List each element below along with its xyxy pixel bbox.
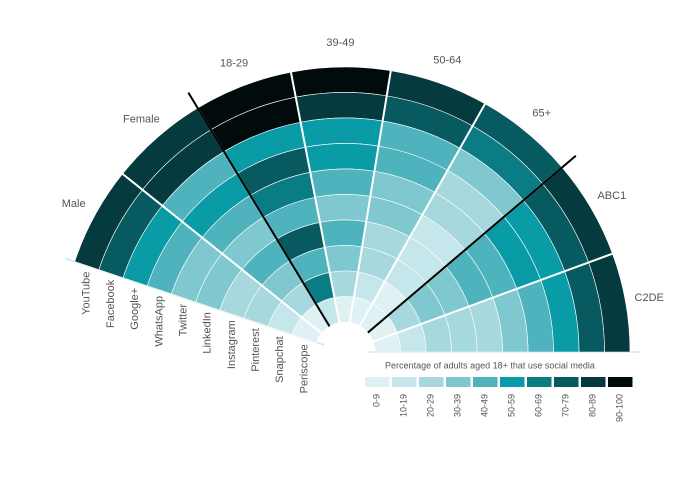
segment-label: ABC1: [597, 190, 626, 202]
legend-label: 60-69: [534, 394, 544, 417]
legend-swatch: [581, 377, 606, 387]
legend-label: 50-59: [507, 394, 517, 417]
ring-label: Facebook: [105, 279, 117, 328]
legend-label: 30-39: [453, 394, 463, 417]
segment-divider: [121, 173, 323, 335]
legend-label: 70-79: [561, 394, 571, 417]
cell: [301, 304, 330, 334]
segment-label: C2DE: [635, 292, 664, 304]
legend-swatch: [608, 377, 633, 387]
legend-label: 40-49: [480, 394, 490, 417]
segment-label: 18-29: [220, 57, 248, 69]
cell: [291, 316, 323, 343]
group-divider: [187, 92, 331, 327]
ring-label: Instagram: [226, 320, 238, 369]
cell: [314, 194, 371, 223]
cell: [300, 117, 383, 148]
segment-divider: [372, 252, 613, 343]
cell: [315, 297, 340, 327]
legend-label: 80-89: [588, 394, 598, 417]
legend-swatch: [446, 377, 471, 387]
legend-label: 90-100: [615, 394, 625, 422]
segment-label: 65+: [532, 108, 551, 120]
legend-title: Percentage of adults aged 18+ that use s…: [385, 360, 595, 370]
legend-swatch: [392, 377, 417, 387]
ring-label: WhatsApp: [153, 296, 165, 347]
legend-swatch: [500, 377, 525, 387]
legend-swatch: [473, 377, 498, 387]
cell: [319, 219, 367, 248]
ring-label: Twitter: [177, 304, 189, 337]
segment-label: Male: [62, 198, 86, 210]
segment-label: 39-49: [326, 37, 354, 49]
cell: [305, 143, 379, 173]
ring-label: Snapchat: [274, 336, 286, 382]
cell: [324, 245, 363, 273]
cell: [334, 296, 355, 323]
ring-label: Google+: [129, 288, 141, 330]
legend-swatch: [365, 377, 390, 387]
segment-label: 50-64: [433, 54, 461, 66]
group-divider: [367, 154, 577, 334]
segment-divider: [358, 103, 486, 327]
legend-swatch: [527, 377, 552, 387]
ring-label: Periscope: [298, 344, 310, 393]
ring-label: YouTube: [81, 272, 93, 315]
legend-swatch: [419, 377, 444, 387]
legend-swatch: [554, 377, 579, 387]
segment-label: Female: [123, 113, 160, 125]
segment-divider: [348, 70, 392, 323]
legend-label: 10-19: [399, 394, 409, 417]
legend-label: 20-29: [426, 394, 436, 417]
cell: [309, 168, 375, 198]
ring-label: LinkedIn: [202, 312, 214, 354]
ring-label: Pinterest: [250, 328, 262, 371]
legend-label: 0-9: [372, 394, 382, 407]
segment-divider: [289, 71, 341, 323]
